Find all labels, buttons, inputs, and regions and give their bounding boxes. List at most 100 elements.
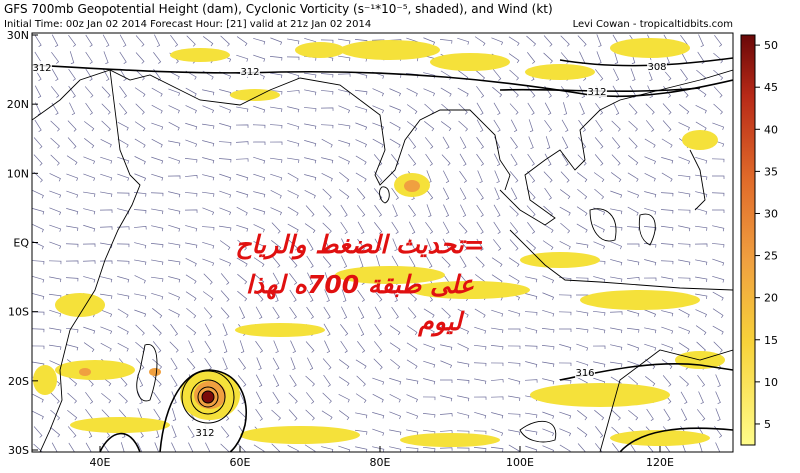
wind-barb xyxy=(680,68,689,81)
colorbar-fill xyxy=(740,34,756,446)
wind-barb xyxy=(392,204,398,218)
wind-barb xyxy=(373,358,383,370)
wind-barb xyxy=(219,190,232,198)
wind-barb xyxy=(373,154,383,166)
contour-label-bg xyxy=(647,60,667,72)
wind-barb xyxy=(678,122,690,131)
wind-barb xyxy=(644,309,657,318)
wind-barb xyxy=(439,430,453,434)
wind-barb xyxy=(593,207,606,216)
wind-barb xyxy=(49,173,61,182)
wind-barb xyxy=(151,208,164,215)
wind-barb xyxy=(154,442,159,452)
wind-barb xyxy=(613,51,619,64)
wind-barb xyxy=(355,172,367,182)
wind-barb xyxy=(236,54,249,62)
wind-barb xyxy=(593,224,605,233)
wind-barb xyxy=(372,138,384,148)
wind-barb xyxy=(341,238,348,252)
wind-barb xyxy=(338,38,351,44)
wind-barb xyxy=(204,340,212,353)
wind-barb xyxy=(271,409,281,421)
wind-barb xyxy=(595,426,604,438)
wind-barb xyxy=(100,326,113,335)
wind-barb xyxy=(101,120,111,132)
wind-barb xyxy=(320,107,334,111)
wind-barb xyxy=(270,207,282,216)
wind-barb xyxy=(287,190,299,199)
wind-barb xyxy=(613,68,620,82)
wind-barb xyxy=(543,52,553,64)
wind-barb xyxy=(185,87,197,97)
contour-label-bg xyxy=(32,61,52,73)
wind-barb xyxy=(561,153,569,166)
wind-barb xyxy=(51,34,59,48)
wind-barb xyxy=(151,122,164,130)
wind-barb xyxy=(33,137,43,149)
wind-barb xyxy=(372,88,384,97)
wind-barb xyxy=(305,409,315,421)
wind-barb xyxy=(627,190,640,199)
wind-barb xyxy=(355,72,368,79)
wind-barb xyxy=(50,86,60,98)
wind-barb xyxy=(494,187,500,201)
wind-barb xyxy=(525,327,538,334)
colorbar-tick-label: 50 xyxy=(764,39,778,52)
wind-barb xyxy=(457,308,469,318)
wind-barb xyxy=(168,191,181,198)
wind-barb xyxy=(644,343,657,351)
wind-barb xyxy=(423,308,435,318)
wind-barb xyxy=(695,191,708,198)
wind-barb xyxy=(715,374,721,388)
wind-barb xyxy=(389,377,402,385)
wind-barb xyxy=(49,327,62,334)
wind-barb xyxy=(559,189,571,200)
colorbar: 5 10 15 20 25 30 35 40 45 50 xyxy=(740,34,778,446)
wind-barb xyxy=(137,442,143,452)
wind-barb xyxy=(593,310,606,316)
wind-barb xyxy=(374,306,382,320)
wind-barb xyxy=(440,344,453,351)
wind-barb xyxy=(492,86,503,98)
wind-barb xyxy=(151,259,164,266)
wind-barb xyxy=(541,345,555,350)
wind-barb xyxy=(629,442,637,452)
wind-barb xyxy=(661,343,674,352)
wind-barb xyxy=(84,86,94,98)
wind-barb xyxy=(644,173,656,182)
contour-labels: 312 312 308 312 316 312 xyxy=(32,60,667,439)
wind-barb xyxy=(134,173,147,182)
wind-barb xyxy=(101,392,112,404)
wind-barb xyxy=(235,158,249,162)
wind-barb xyxy=(441,256,451,268)
vorticity-shading xyxy=(33,38,725,447)
wind-barb xyxy=(134,138,146,148)
wind-barb xyxy=(476,238,484,251)
wind-barb xyxy=(322,188,332,200)
wind-barb xyxy=(677,277,691,282)
lat-label: 20N xyxy=(7,98,29,111)
wind-barb xyxy=(660,260,674,265)
wind-barb xyxy=(117,325,129,335)
wind-barb xyxy=(578,119,586,132)
wind-barb xyxy=(357,238,365,251)
wind-barb xyxy=(510,222,519,234)
contour-label-bg xyxy=(195,426,215,438)
wind-barb xyxy=(711,209,725,213)
wind-barb xyxy=(135,324,145,336)
wind-barb xyxy=(647,85,653,99)
wind-barb xyxy=(490,379,504,383)
wind-barb xyxy=(256,357,262,371)
wind-barb xyxy=(65,260,79,264)
wind-barb xyxy=(34,119,42,132)
wind-barb xyxy=(406,121,418,132)
wind-barb xyxy=(253,173,266,181)
wind-barb xyxy=(236,173,249,181)
wind-barb xyxy=(645,103,655,115)
wind-barb xyxy=(423,343,436,351)
wind-barb xyxy=(389,342,401,353)
wind-barb xyxy=(422,412,436,418)
wind-barb xyxy=(443,204,450,218)
wind-barb xyxy=(456,447,470,452)
wind-barb xyxy=(610,172,622,183)
